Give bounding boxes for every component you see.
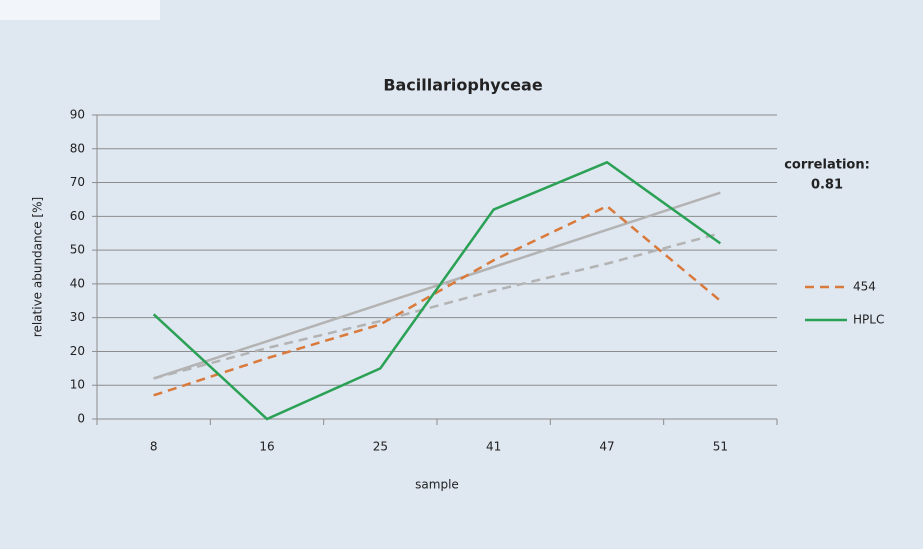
trend-line bbox=[153, 232, 721, 380]
x-tick-label: 16 bbox=[259, 440, 274, 454]
x-tick-label: 8 bbox=[150, 440, 158, 454]
x-tick-label: 47 bbox=[599, 440, 614, 454]
x-axis-label: sample bbox=[415, 478, 459, 492]
top-strip bbox=[0, 0, 160, 20]
y-tick-label: 50 bbox=[70, 243, 85, 257]
y-tick-label: 30 bbox=[70, 310, 85, 324]
trend-line bbox=[153, 191, 721, 380]
series-line bbox=[152, 160, 722, 421]
y-tick-label: 10 bbox=[70, 378, 85, 392]
y-tick-label: 60 bbox=[70, 209, 85, 223]
annotation: correlation: bbox=[784, 158, 870, 173]
y-tick-label: 90 bbox=[70, 108, 85, 122]
chart-title: Bacillariophyceae bbox=[383, 76, 543, 95]
y-tick-label: 40 bbox=[70, 276, 85, 290]
x-tick-label: 41 bbox=[486, 440, 501, 454]
legend-label: HPLC bbox=[853, 313, 884, 327]
y-tick-label: 20 bbox=[70, 344, 85, 358]
y-tick-label: 70 bbox=[70, 175, 85, 189]
x-tick-label: 51 bbox=[713, 440, 728, 454]
y-tick-label: 80 bbox=[70, 141, 85, 155]
y-axis-label: relative abundance [%] bbox=[31, 197, 45, 337]
series-line bbox=[153, 204, 722, 397]
x-tick-label: 25 bbox=[373, 440, 388, 454]
legend-label: 454 bbox=[853, 280, 876, 294]
annotation: 0.81 bbox=[811, 178, 843, 193]
y-tick-label: 0 bbox=[77, 412, 85, 426]
